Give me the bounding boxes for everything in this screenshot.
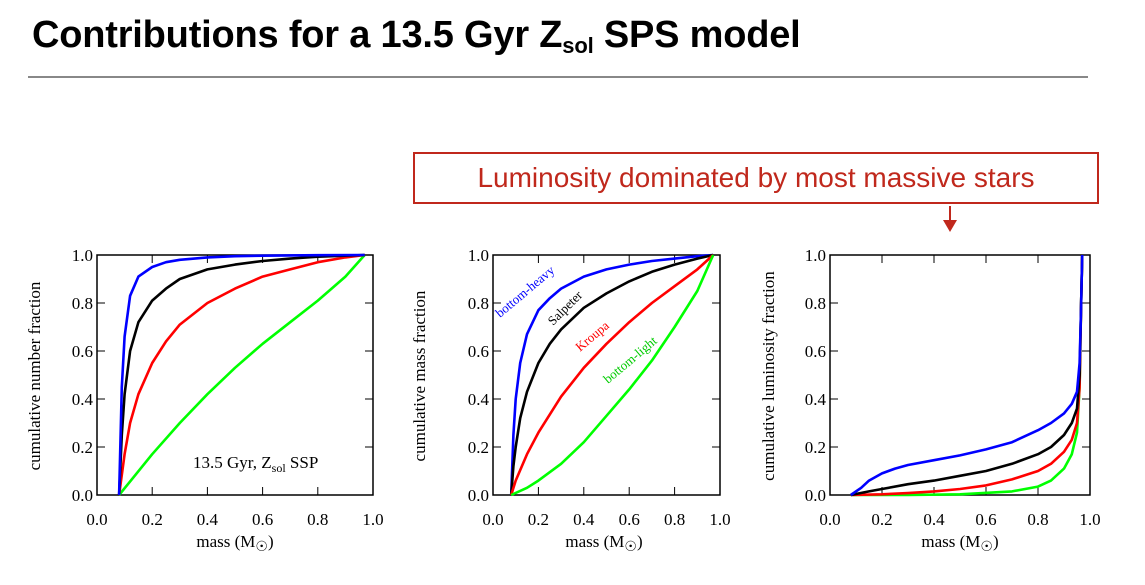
slide-title: Contributions for a 13.5 Gyr Zsol SPS mo… [32, 14, 801, 58]
x-tick-label: 0.6 [975, 510, 996, 529]
y-axis-label: cumulative number fraction [25, 281, 44, 470]
y-tick-label: 1.0 [72, 246, 93, 265]
series-line [509, 254, 715, 496]
y-tick-label: 0.2 [72, 438, 93, 457]
ticks: 0.0 0.2 0.4 0.6 0.8 1.0 0.0 0.2 0.4 0.6 0.8 1.0 [72, 246, 384, 529]
luminosity-callout: Luminosity dominated by most massive sta… [413, 152, 1099, 204]
y-tick-label: 0.2 [805, 438, 826, 457]
y-axis-label: cumulative mass fraction [410, 290, 429, 461]
series-line [509, 253, 714, 496]
x-tick-label: 0.4 [923, 510, 945, 529]
x-tick-label: 0.4 [197, 510, 219, 529]
callout-arrow [943, 206, 957, 232]
x-tick-label: 0.0 [86, 510, 107, 529]
series-line [850, 254, 1084, 497]
y-tick-label: 0.6 [805, 342, 826, 361]
x-tick-label: 0.8 [664, 510, 685, 529]
y-tick-label: 0.0 [72, 486, 93, 505]
ticks: 0.0 0.2 0.4 0.6 0.8 1.0 0.0 0.2 0.4 0.6 0.8 1.0 [805, 246, 1101, 529]
plot-frame [492, 254, 721, 496]
x-axis-label: mass (M☉) [921, 532, 998, 555]
series-line [850, 254, 1084, 497]
series-line [118, 254, 366, 496]
series-lines [850, 254, 1084, 497]
y-tick-label: 0.8 [72, 294, 93, 313]
y-tick-label: 1.0 [468, 246, 489, 265]
y-tick-label: 1.0 [805, 246, 826, 265]
x-tick-label: 0.2 [528, 510, 549, 529]
x-tick-label: 0.6 [619, 510, 640, 529]
x-axis-label: mass (M☉) [565, 532, 642, 555]
ticks: 0.0 0.2 0.4 0.6 0.8 1.0 0.0 0.2 0.4 0.6 0.8 1.0 [468, 246, 731, 529]
x-tick-label: 0.6 [252, 510, 273, 529]
y-tick-label: 0.4 [468, 390, 490, 409]
x-tick-label: 0.8 [1027, 510, 1048, 529]
y-tick-label: 0.0 [805, 486, 826, 505]
y-tick-label: 0.2 [468, 438, 489, 457]
x-tick-label: 0.0 [819, 510, 840, 529]
series-lines [117, 253, 366, 496]
y-axis-label: cumulative luminosity fraction [759, 271, 778, 481]
series-line [850, 254, 1084, 497]
x-tick-label: 0.2 [871, 510, 892, 529]
y-tick-label: 0.4 [805, 390, 827, 409]
plot-frame [829, 254, 1091, 496]
y-tick-label: 0.6 [468, 342, 489, 361]
series-label-bottom-heavy: bottom-heavy [492, 262, 557, 320]
x-tick-label: 0.0 [482, 510, 503, 529]
y-tick-label: 0.8 [805, 294, 826, 313]
title-divider [28, 76, 1088, 78]
series-line [509, 253, 714, 496]
y-tick-label: 0.4 [72, 390, 94, 409]
y-tick-label: 0.6 [72, 342, 93, 361]
x-tick-label: 0.8 [307, 510, 328, 529]
panel-number-fraction: 0.0 0.2 0.4 0.6 0.8 1.0 0.0 0.2 0.4 0.6 0.8 1.0 cum… [25, 246, 384, 555]
x-tick-label: 1.0 [709, 510, 730, 529]
y-tick-label: 0.8 [468, 294, 489, 313]
series-line [117, 253, 365, 496]
x-tick-label: 1.0 [1079, 510, 1100, 529]
panel-mass-fraction: 0.0 0.2 0.4 0.6 0.8 1.0 0.0 0.2 0.4 0.6 0.8 1.0 cum… [410, 246, 731, 555]
panel-annotation: 13.5 Gyr, Zsol SSP [193, 453, 318, 475]
series-label-salpeter: Salpeter [545, 287, 586, 328]
series-line [117, 253, 365, 496]
x-tick-label: 1.0 [362, 510, 383, 529]
series-lines [509, 253, 715, 497]
x-tick-label: 0.2 [142, 510, 163, 529]
series-label-kroupa: Kroupa [572, 318, 612, 355]
series-line [850, 254, 1084, 497]
series-line [510, 254, 715, 497]
x-axis-label: mass (M☉) [196, 532, 273, 555]
y-tick-label: 0.0 [468, 486, 489, 505]
series-line [117, 253, 365, 496]
x-tick-label: 0.4 [573, 510, 595, 529]
panel-luminosity-fraction: 0.0 0.2 0.4 0.6 0.8 1.0 0.0 0.2 0.4 0.6 0.8 1.0 cum… [759, 246, 1101, 555]
